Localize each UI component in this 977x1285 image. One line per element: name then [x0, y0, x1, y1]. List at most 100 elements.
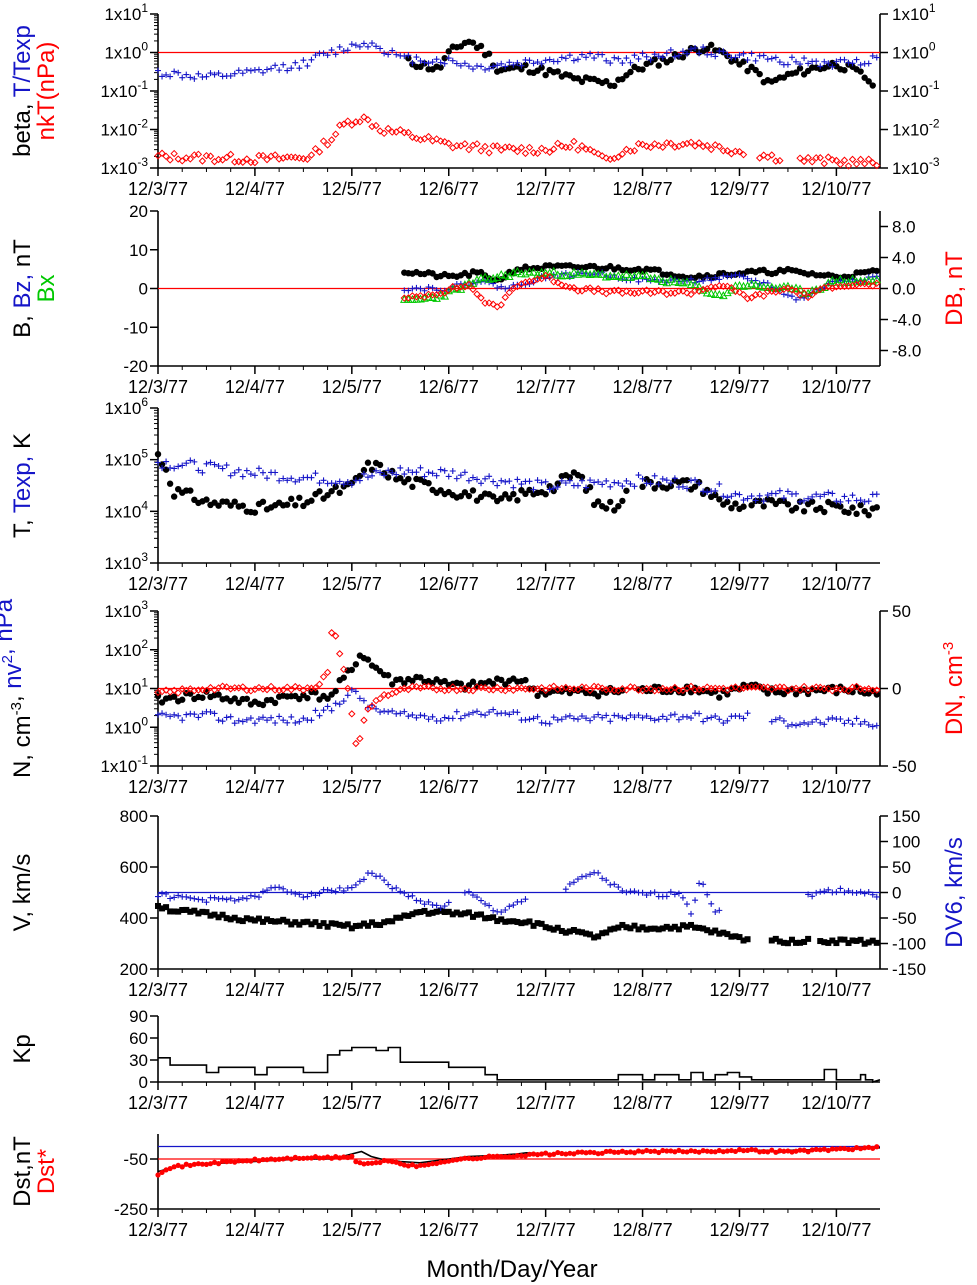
data-point [429, 909, 436, 916]
data-point [328, 487, 335, 495]
data-point [672, 1149, 678, 1155]
data-point [631, 714, 638, 721]
data-point [728, 933, 735, 940]
data-point [739, 150, 748, 159]
series-0 [401, 262, 880, 284]
data-point [324, 703, 331, 710]
data-point [183, 906, 190, 913]
data-point [667, 712, 674, 719]
data-point [449, 282, 457, 291]
data-point [642, 271, 651, 280]
data-point [296, 476, 303, 483]
data-point [397, 888, 404, 895]
data-point [675, 716, 682, 723]
data-point [437, 487, 444, 494]
data-point [284, 67, 291, 74]
data-point [373, 1160, 379, 1166]
x-tick-label: 12/8/77 [613, 574, 673, 594]
data-point [202, 686, 211, 695]
data-point [837, 498, 844, 505]
data-point [740, 937, 747, 944]
data-point [502, 285, 509, 292]
data-point [255, 716, 262, 723]
data-point [546, 486, 553, 493]
data-point [478, 1155, 484, 1161]
data-point [509, 144, 518, 153]
data-point [272, 469, 279, 476]
data-point [780, 683, 788, 691]
data-point [671, 289, 679, 297]
data-point [361, 1161, 367, 1167]
data-point [671, 891, 678, 898]
data-point [174, 155, 182, 163]
data-point [687, 682, 695, 691]
data-point [159, 905, 166, 912]
data-point [353, 1159, 359, 1165]
tick-label: -100 [892, 935, 926, 954]
data-point [498, 60, 505, 67]
data-point [712, 927, 719, 934]
data-point [236, 1158, 242, 1164]
data-point [646, 143, 655, 152]
data-point [198, 157, 207, 165]
data-point [659, 475, 666, 482]
data-point [211, 894, 218, 901]
data-point [284, 477, 291, 484]
data-point [441, 677, 448, 685]
data-point [470, 1156, 476, 1162]
data-point [349, 1153, 355, 1159]
data-point [522, 919, 529, 926]
data-point [428, 137, 437, 145]
data-point [627, 59, 634, 66]
data-point [768, 151, 776, 159]
data-point [791, 283, 801, 292]
data-point [352, 42, 359, 49]
data-point [206, 152, 215, 160]
tick-label: 0 [139, 1073, 148, 1092]
data-point [259, 714, 266, 721]
data-point [344, 47, 351, 54]
data-point [853, 715, 860, 722]
data-point [546, 925, 553, 932]
y-axis-label: Kp [9, 1034, 36, 1063]
data-point [724, 691, 731, 698]
data-point [372, 121, 380, 130]
data-point [660, 1147, 666, 1154]
data-point [550, 485, 557, 492]
data-point [832, 684, 841, 693]
data-point [599, 714, 606, 721]
data-point [651, 55, 658, 63]
data-point [183, 71, 190, 78]
x-tick-label: 12/6/77 [419, 574, 479, 594]
data-point [239, 502, 246, 509]
data-point [574, 928, 581, 935]
data-point [590, 148, 598, 156]
data-point [502, 918, 509, 925]
data-point [405, 1163, 411, 1169]
data-point [280, 717, 287, 724]
data-point [401, 890, 408, 897]
tick-label: 1x102 [104, 637, 148, 660]
data-point [542, 491, 549, 498]
x-tick-label: 12/8/77 [613, 377, 673, 397]
data-point [852, 682, 861, 691]
data-point [861, 498, 868, 505]
data-point [397, 1161, 403, 1167]
tick-label: 1x100 [104, 714, 148, 737]
data-point [630, 147, 639, 155]
data-point [469, 913, 476, 920]
data-point [744, 57, 751, 64]
data-point [860, 279, 869, 288]
data-point [828, 156, 837, 164]
data-point [853, 937, 860, 944]
data-point [659, 684, 667, 693]
data-point [312, 892, 319, 899]
data-point [708, 929, 715, 936]
data-point [857, 888, 864, 895]
data-point [163, 71, 170, 78]
data-point [542, 478, 549, 485]
data-point [461, 712, 468, 719]
data-point [716, 930, 723, 937]
data-point [167, 1165, 173, 1172]
data-point [682, 277, 692, 286]
